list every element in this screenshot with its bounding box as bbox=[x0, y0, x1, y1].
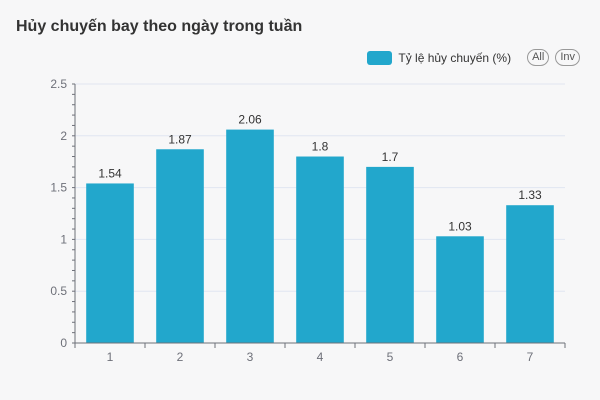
y-tick-label: 2 bbox=[60, 129, 67, 143]
data-label: 1.54 bbox=[98, 166, 122, 180]
y-tick-label: 1.5 bbox=[50, 181, 67, 195]
x-tick-label: 4 bbox=[317, 350, 324, 364]
inverse-selection-button[interactable]: Inv bbox=[555, 49, 580, 66]
y-tick-label: 0.5 bbox=[50, 284, 67, 298]
bar bbox=[436, 236, 484, 343]
y-tick-label: 2.5 bbox=[50, 77, 67, 91]
data-label: 1.33 bbox=[518, 188, 542, 202]
y-tick-label: 1 bbox=[60, 232, 67, 246]
bar bbox=[86, 183, 134, 343]
data-label: 1.8 bbox=[312, 140, 329, 154]
x-tick-label: 1 bbox=[107, 350, 114, 364]
chart-legend: Tỷ lệ hủy chuyến (%) All Inv bbox=[367, 49, 580, 66]
bar bbox=[506, 205, 554, 343]
data-label: 1.87 bbox=[168, 132, 192, 146]
x-tick-label: 6 bbox=[457, 350, 464, 364]
x-tick-label: 3 bbox=[247, 350, 254, 364]
legend-label: Tỷ lệ hủy chuyến (%) bbox=[398, 50, 512, 65]
data-label: 1.7 bbox=[382, 150, 399, 164]
legend-item-series[interactable]: Tỷ lệ hủy chuyến (%) bbox=[367, 50, 521, 65]
chart-title: Hủy chuyến bay theo ngày trong tuần bbox=[16, 18, 303, 35]
legend-swatch bbox=[367, 50, 393, 65]
bar bbox=[296, 156, 344, 343]
bar bbox=[226, 129, 274, 343]
bar bbox=[156, 149, 204, 343]
data-label: 1.03 bbox=[448, 219, 472, 233]
y-tick-label: 0 bbox=[60, 336, 67, 350]
data-label: 2.06 bbox=[238, 113, 262, 127]
select-all-button[interactable]: All bbox=[527, 49, 550, 66]
bar bbox=[366, 166, 414, 343]
x-tick-label: 5 bbox=[387, 350, 394, 364]
x-tick-label: 7 bbox=[527, 350, 534, 364]
x-tick-label: 2 bbox=[177, 350, 184, 364]
